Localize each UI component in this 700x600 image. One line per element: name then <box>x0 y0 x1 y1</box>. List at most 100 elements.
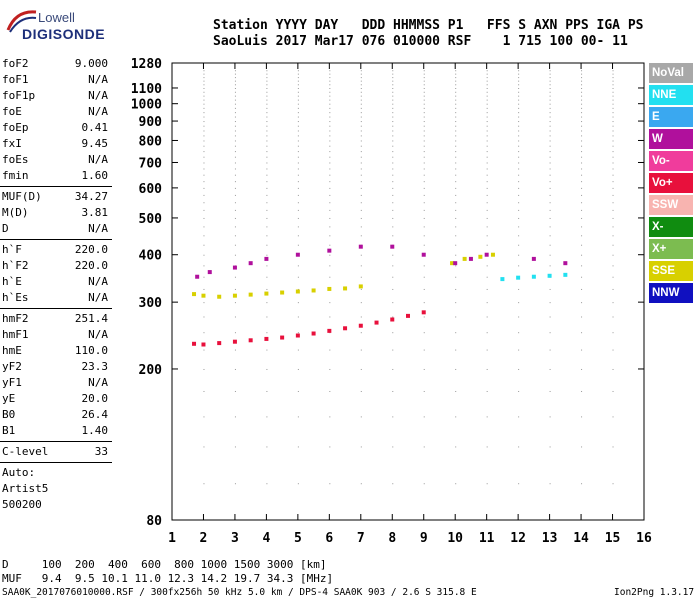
grid-dot <box>203 276 205 278</box>
param-value: N/A <box>88 73 108 86</box>
grid-dot <box>297 140 299 142</box>
grid-dot <box>329 254 331 256</box>
param-name: foE <box>2 105 22 118</box>
grid-dot <box>266 265 268 267</box>
grid-dot <box>392 80 394 82</box>
grid-dot <box>423 107 425 109</box>
param-group-profile: hmF2 251.4 hmF1 N/A hmE 110.0 yF2 23.3 yF1 N/A yE 2… <box>0 311 112 439</box>
grid-dot <box>581 174 583 176</box>
grid-dot <box>360 121 362 123</box>
param-value: 1.60 <box>81 169 109 182</box>
grid-dot <box>297 73 299 75</box>
data-point-vo <box>217 341 222 346</box>
grid-dot <box>612 254 614 256</box>
grid-dot <box>266 368 268 370</box>
grid-dot <box>297 84 299 86</box>
grid-dot <box>612 140 614 142</box>
grid-dot <box>549 125 551 127</box>
y-tick-label: 200 <box>139 363 163 378</box>
grid-dot <box>486 349 488 351</box>
grid-dot <box>234 151 236 153</box>
grid-dot <box>203 84 205 86</box>
grid-dot <box>297 483 299 485</box>
grid-dot <box>297 316 299 318</box>
grid-dot <box>549 95 551 97</box>
grid-dot <box>266 107 268 109</box>
grid-dot <box>518 99 520 101</box>
logo-swoosh-icon <box>6 10 37 33</box>
param-group-muf: MUF(D) 34.27 M(D) 3.81 D N/A <box>0 189 112 237</box>
grid-dot <box>234 77 236 79</box>
grid-dot <box>203 209 205 211</box>
legend-item-e: E <box>649 107 693 127</box>
grid-dot <box>297 254 299 256</box>
grid-dot <box>266 235 268 237</box>
grid-dot <box>392 112 394 114</box>
x-tick-label: 6 <box>325 531 333 546</box>
grid-dot <box>612 130 614 132</box>
grid-dot <box>360 125 362 127</box>
grid-dot <box>266 116 268 118</box>
auto-line3: 500200 <box>2 498 42 511</box>
grid-dot <box>266 125 268 127</box>
grid-dot <box>549 151 551 153</box>
grid-dot <box>360 368 362 370</box>
grid-dot <box>329 174 331 176</box>
grid-dot <box>423 168 425 170</box>
grid-dot <box>423 70 425 72</box>
grid-dot <box>549 174 551 176</box>
grid-dot <box>518 276 520 278</box>
grid-dot <box>329 168 331 170</box>
grid-dot <box>486 140 488 142</box>
grid-dot <box>612 202 614 204</box>
grid-dot <box>392 87 394 89</box>
grid-dot <box>612 168 614 170</box>
grid-dot <box>486 446 488 448</box>
grid-dot <box>455 77 457 79</box>
grid-dot <box>486 80 488 82</box>
grid-dot <box>518 483 520 485</box>
data-point-sse <box>192 292 197 297</box>
grid-dot <box>612 288 614 290</box>
grid-dot <box>455 416 457 418</box>
grid-dot <box>297 156 299 158</box>
grid-dot <box>612 95 614 97</box>
grid-dot <box>581 209 583 211</box>
grid-dot <box>360 302 362 304</box>
param-value: N/A <box>88 153 108 166</box>
divider <box>0 441 112 442</box>
grid-dot <box>612 349 614 351</box>
grid-dot <box>203 156 205 158</box>
grid-dot <box>518 217 520 219</box>
grid-dot <box>549 116 551 118</box>
grid-dot <box>549 390 551 392</box>
grid-dot <box>486 151 488 153</box>
grid-dot <box>486 235 488 237</box>
grid-dot <box>455 135 457 137</box>
grid-dot <box>266 244 268 246</box>
grid-dot <box>581 244 583 246</box>
grid-dot <box>329 194 331 196</box>
grid-dot <box>549 87 551 89</box>
param-row: foF1p N/A <box>0 88 112 104</box>
grid-dot <box>234 187 236 189</box>
grid-dot <box>612 265 614 267</box>
grid-dot <box>455 483 457 485</box>
grid-dot <box>392 244 394 246</box>
grid-dot <box>360 91 362 93</box>
grid-dot <box>455 217 457 219</box>
grid-dot <box>392 254 394 256</box>
grid-dot <box>203 103 205 105</box>
grid-dot <box>518 162 520 164</box>
grid-dot <box>203 87 205 89</box>
grid-dot <box>297 390 299 392</box>
param-name: foEs <box>2 153 29 166</box>
grid-dot <box>392 130 394 132</box>
x-tick-label: 1 <box>168 531 176 546</box>
grid-dot <box>297 87 299 89</box>
grid-dot <box>518 368 520 370</box>
grid-dot <box>581 112 583 114</box>
grid-dot <box>234 390 236 392</box>
footer-version: Ion2Png 1.3.17 <box>614 587 695 598</box>
grid-dot <box>518 181 520 183</box>
